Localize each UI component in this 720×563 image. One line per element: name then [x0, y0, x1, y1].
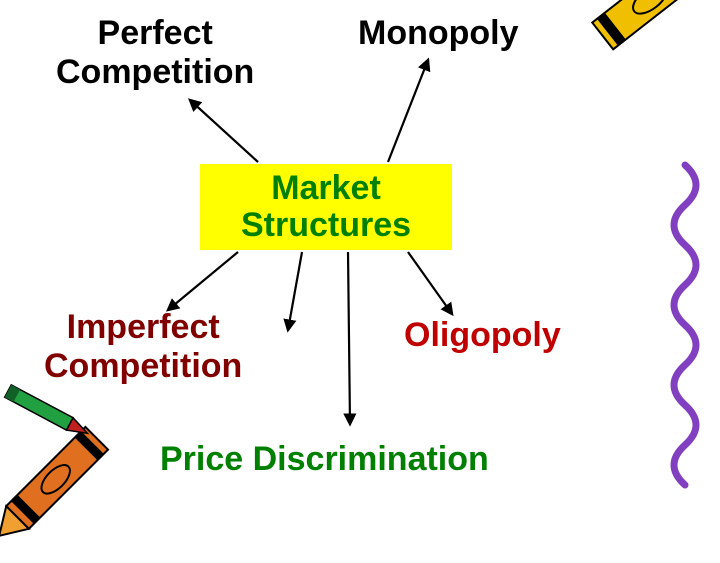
- node-oligopoly: Oligopoly: [404, 316, 561, 355]
- node-label: Price Discrimination: [160, 440, 489, 479]
- center-label-line2: Structures: [214, 207, 438, 244]
- crayon-yellow-icon: [558, 0, 720, 82]
- squiggle-decoration: [655, 160, 715, 500]
- node-monopoly: Monopoly: [358, 14, 519, 53]
- node-price-discrimination: Price Discrimination: [160, 440, 489, 479]
- node-label: Oligopoly: [404, 316, 561, 355]
- node-label: Monopoly: [358, 14, 519, 53]
- node-imperfect-competition: Imperfect Competition: [44, 308, 242, 386]
- center-label-line1: Market: [214, 170, 438, 207]
- node-label: Perfect: [56, 14, 254, 53]
- node-label: Competition: [56, 53, 254, 92]
- node-perfect-competition: Perfect Competition: [56, 14, 254, 92]
- node-label: Imperfect: [44, 308, 242, 347]
- center-node-market-structures: Market Structures: [200, 164, 452, 250]
- node-label: Competition: [44, 347, 242, 386]
